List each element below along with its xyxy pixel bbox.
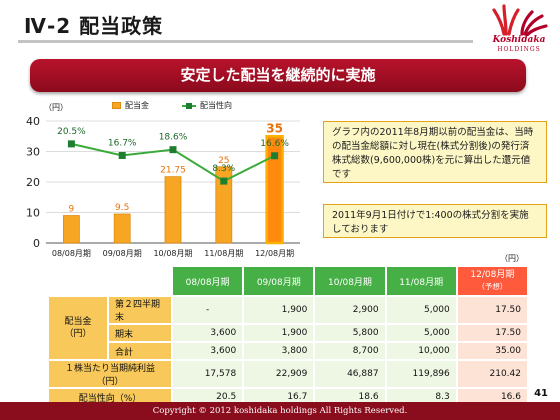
table-cell-forecast: 17.50 [457, 325, 527, 341]
table-cell: 10,000 [386, 343, 456, 359]
x-tick-label: 11/08月期 [204, 249, 243, 258]
table-cell: 17,578 [173, 361, 243, 387]
payout-value-label: 20.5% [57, 127, 86, 137]
x-tick-label: 12/08月期 [255, 249, 294, 258]
table-cell: 22,909 [244, 361, 314, 387]
row-label: 期末 [109, 325, 171, 341]
payout-marker [67, 140, 75, 148]
payout-marker [118, 151, 126, 159]
col-header: 10/08月期 [315, 267, 385, 295]
logo-hands-icon [492, 4, 548, 37]
table-row: １株当たり当期純利益（円） 17,578 22,909 46,887 119,8… [49, 361, 527, 387]
table-cell: 46,887 [315, 361, 385, 387]
note-calculation: グラフ内の2011年8月期以前の配当金は、当時の配当金総額に対し現在(株式分割後… [323, 121, 547, 183]
table-cell: 18.6 [315, 389, 385, 405]
payout-value-label: 16.6% [260, 139, 289, 149]
table-cell-forecast: 35.00 [457, 343, 527, 359]
y-tick-label: 30 [26, 146, 40, 159]
legend-line-swatch [182, 102, 196, 109]
table-row: 配当性向（%） 20.5 16.7 18.6 8.3 16.6 [49, 389, 527, 405]
forecast-label: 12/08月期 [470, 270, 515, 280]
footer-copyright: Copyright © 2012 koshidaka holdings All … [0, 402, 560, 420]
bar-value-label: 9 [69, 205, 75, 215]
col-header: 09/08月期 [244, 267, 314, 295]
bar [113, 213, 131, 244]
payout-value-label: 8.3% [212, 164, 235, 174]
row-label: 配当性向（%） [49, 389, 171, 405]
bar-value-label: 35 [266, 121, 283, 135]
bar [63, 215, 80, 244]
table-row: 期末 3,600 1,900 5,800 5,000 17.50 [49, 325, 527, 341]
table-cell: 5,800 [315, 325, 385, 341]
headline-banner: 安定した配当を継続的に実施 [30, 59, 526, 92]
table-cell: - [173, 297, 243, 323]
legend-dividend: 配当金 [112, 100, 149, 111]
table-unit: （円） [500, 254, 524, 263]
table-cell: 1,900 [244, 297, 314, 323]
row-label: 合計 [109, 343, 171, 359]
bar [265, 135, 284, 245]
bar-value-label: 25 [218, 156, 229, 166]
table-cell: 5,000 [386, 297, 456, 323]
table-cell: 1,900 [244, 325, 314, 341]
forecast-sublabel: （予想） [477, 282, 508, 291]
title-underline [18, 40, 473, 43]
x-tick-label: 08/08月期 [52, 249, 91, 258]
row-group-dividend: 配当金 （円） [49, 297, 107, 359]
y-tick-label: 20 [26, 176, 40, 189]
legend-payout: 配当性向 [182, 100, 232, 111]
table-cell: 3,600 [173, 343, 243, 359]
table-cell: 20.5 [173, 389, 243, 405]
table-cell: 8.3 [386, 389, 456, 405]
logo-name: Koshidaka [492, 35, 546, 45]
y-tick-label: 10 [26, 207, 40, 220]
company-logo: Koshidaka HOLDINGS [484, 4, 554, 56]
table-cell-forecast: 210.42 [457, 361, 527, 387]
table-cell: 119,896 [386, 361, 456, 387]
table-cell: 3,800 [244, 343, 314, 359]
bar-value-label: 9.5 [115, 203, 129, 213]
col-header-forecast: 12/08月期 （予想） [457, 267, 527, 295]
table-row: 合計 3,600 3,800 8,700 10,000 35.00 [49, 343, 527, 359]
table-row: 配当金 （円） 第２四半期末 - 1,900 2,900 5,000 17.50 [49, 297, 527, 359]
dividend-table: 08/08月期 09/08月期 10/08月期 11/08月期 12/08月期 … [47, 265, 529, 407]
row-label: １株当たり当期純利益（円） [49, 361, 171, 387]
table-cell: 2,900 [315, 297, 385, 323]
bar-value-label: 21.75 [160, 166, 186, 176]
x-tick-label: 09/08月期 [103, 249, 142, 258]
y-axis-unit: （円） [44, 103, 68, 112]
table-cell: 8,700 [315, 343, 385, 359]
table-cell-forecast: 16.6 [457, 389, 527, 405]
payout-marker [169, 146, 177, 154]
bar [215, 166, 233, 244]
payout-marker [220, 177, 228, 185]
table-cell: 3,600 [173, 325, 243, 341]
col-header: 11/08月期 [386, 267, 456, 295]
page-number: 41 [534, 388, 548, 399]
payout-value-label: 18.6% [159, 133, 188, 143]
table-header-row: 08/08月期 09/08月期 10/08月期 11/08月期 12/08月期 … [49, 267, 527, 295]
y-tick-label: 0 [33, 237, 40, 250]
table-cell: 16.7 [244, 389, 314, 405]
note-stock-split: 2011年9月1日付けで1:400の株式分割を実施しております [323, 204, 547, 238]
y-tick-label: 40 [26, 115, 40, 128]
legend-bar-swatch [112, 102, 121, 109]
legend-dividend-label: 配当金 [125, 101, 149, 110]
bar [164, 176, 182, 244]
payout-value-label: 16.7% [108, 138, 137, 148]
table-cell: 5,000 [386, 325, 456, 341]
table-cell-forecast: 17.50 [457, 297, 527, 323]
x-tick-label: 10/08月期 [153, 249, 192, 258]
row-label: 第２四半期末 [109, 297, 171, 323]
col-header: 08/08月期 [173, 267, 243, 295]
table-corner [49, 267, 171, 295]
logo-subtitle: HOLDINGS [497, 46, 541, 53]
legend-payout-label: 配当性向 [200, 101, 232, 110]
page-title: Ⅳ-2 配当政策 [24, 14, 164, 38]
payout-marker [271, 152, 279, 160]
